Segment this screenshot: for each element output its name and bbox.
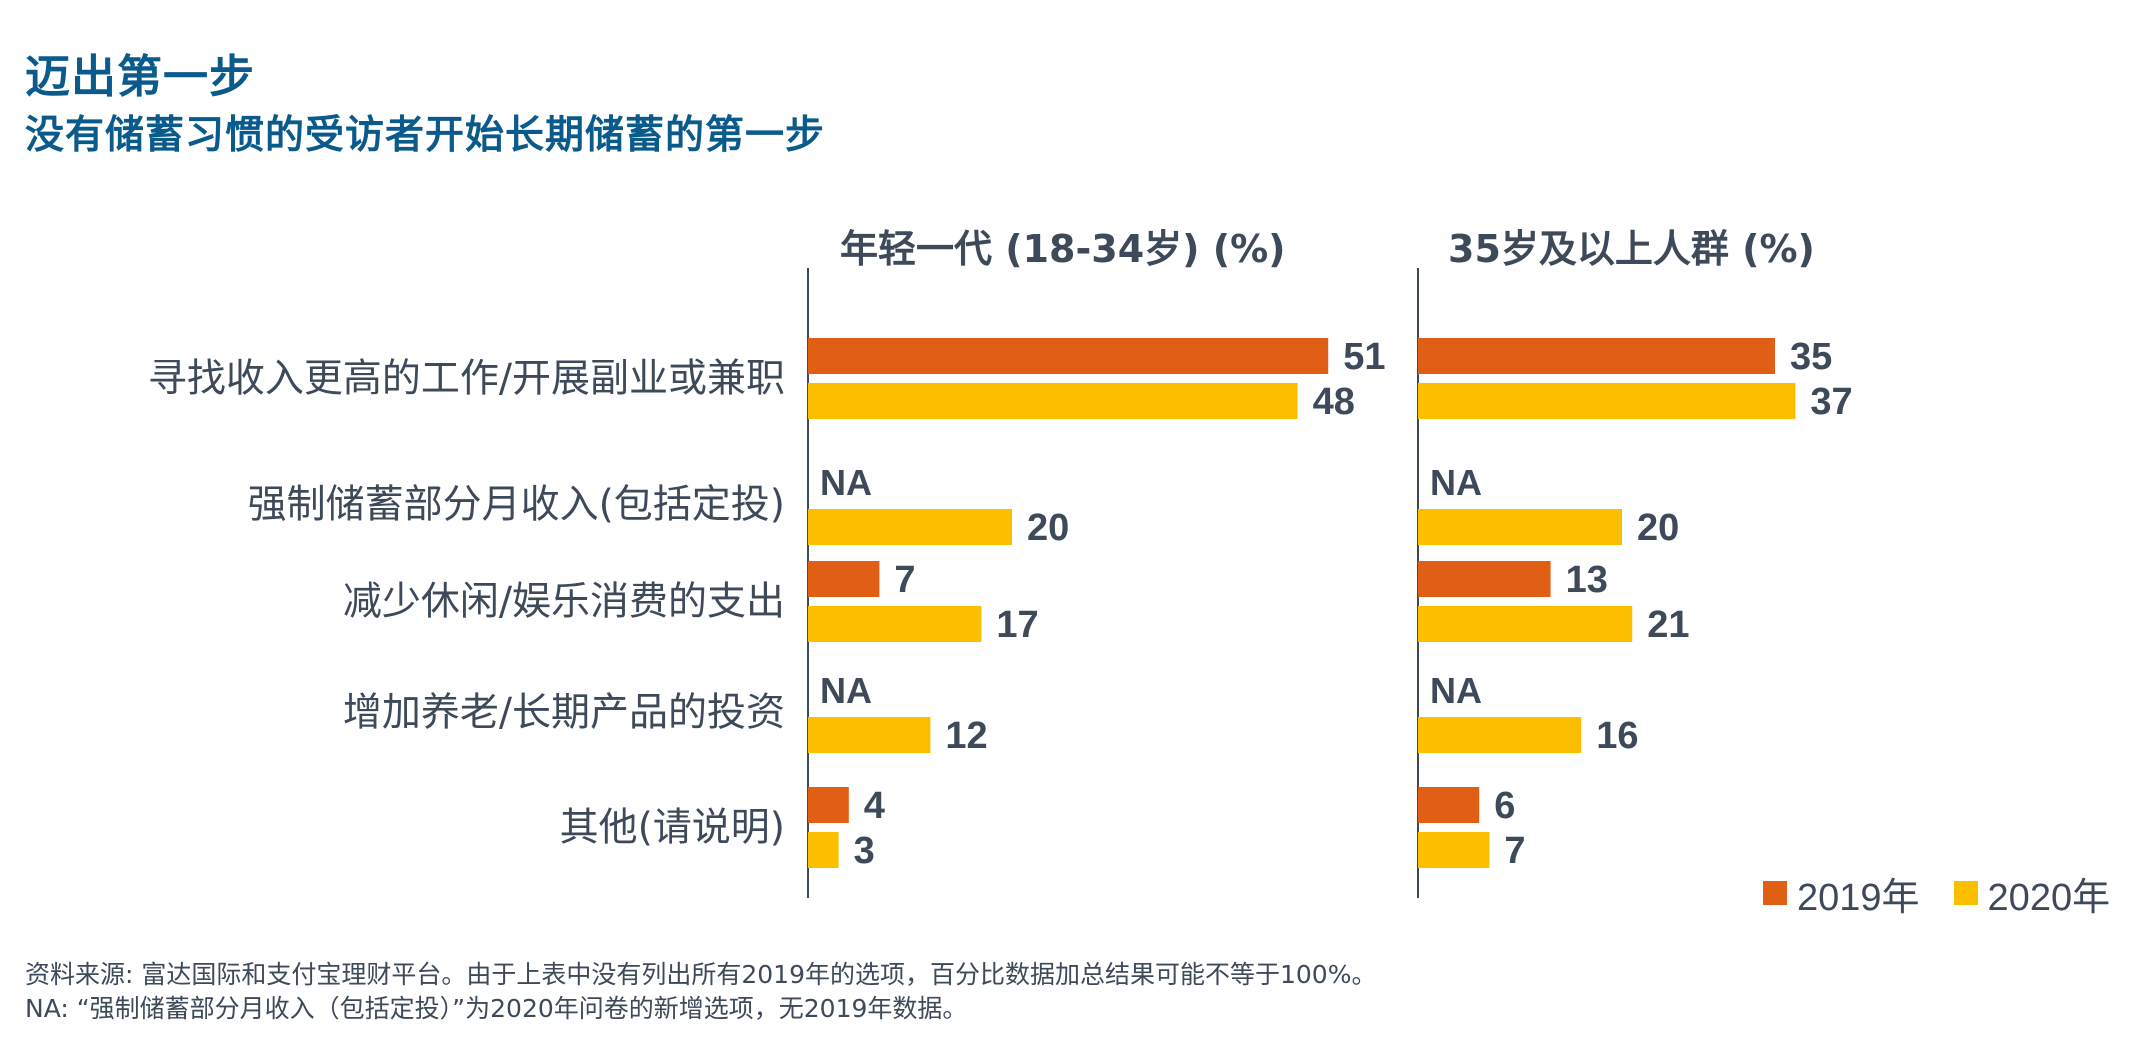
category-label: 增加养老/长期产品的投资 [343,691,785,736]
na-footnote: NA: “强制储蓄部分月收入（包括定投）”为2020年问卷的新增选项，无2019… [25,994,968,1023]
category-label: 强制储蓄部分月收入(包括定投) [248,483,785,528]
value-label: 16 [1596,715,1638,757]
bar [808,832,839,868]
legend-item-2019: 2019年 [1763,866,1920,921]
value-label: 35 [1790,336,1832,378]
value-label: 37 [1810,381,1852,423]
value-label: 7 [1504,830,1525,872]
na-label: NA [820,462,872,503]
value-label: 13 [1566,559,1608,601]
value-label: 21 [1647,604,1689,646]
value-label: 20 [1027,507,1069,549]
value-label: 7 [894,559,915,601]
bar [1418,606,1633,642]
bar [808,561,880,597]
bar [808,509,1012,545]
bar [808,717,931,753]
value-label: 20 [1637,507,1679,549]
value-label: 3 [854,830,875,872]
legend: 2019年 2020年 [1763,870,2110,919]
value-label: 51 [1343,336,1385,378]
bar [1418,561,1551,597]
legend-item-2020: 2020年 [1953,866,2111,921]
category-label: 其他(请说明) [560,806,785,851]
bar [808,383,1298,419]
bar [808,787,849,823]
value-label: 4 [864,785,885,827]
bar [808,606,982,642]
value-label: 12 [945,715,987,757]
panel-title: 年轻一代 (18-34岁) (%) [840,227,1286,271]
bar [1418,509,1622,545]
bar [1418,787,1480,823]
category-label: 寻找收入更高的工作/开展副业或兼职 [148,357,785,402]
legend-swatch-2020 [1953,881,1978,905]
category-label: 减少休闲/娱乐消费的支出 [343,580,785,625]
bar [1418,717,1582,753]
bar [1418,383,1796,419]
bar [1418,832,1490,868]
panel-title: 35岁及以上人群 (%) [1448,227,1815,271]
legend-label-2020: 2020年 [1987,876,2111,919]
chart-title: 迈出第一步 [25,50,256,103]
source-footnote: 资料来源: 富达国际和支付宝理财平台。由于上表中没有列出所有2019年的选项，百… [25,960,1377,989]
value-label: 48 [1313,381,1355,423]
legend-label-2019: 2019年 [1797,876,1920,919]
bar [808,338,1329,374]
na-label: NA [1430,462,1482,503]
legend-swatch-2019 [1763,881,1787,905]
value-label: 6 [1494,785,1515,827]
na-label: NA [820,670,872,711]
chart-subtitle: 没有储蓄习惯的受访者开始长期储蓄的第一步 [25,113,826,158]
na-label: NA [1430,670,1482,711]
bar [1418,338,1775,374]
value-label: 17 [996,604,1038,646]
